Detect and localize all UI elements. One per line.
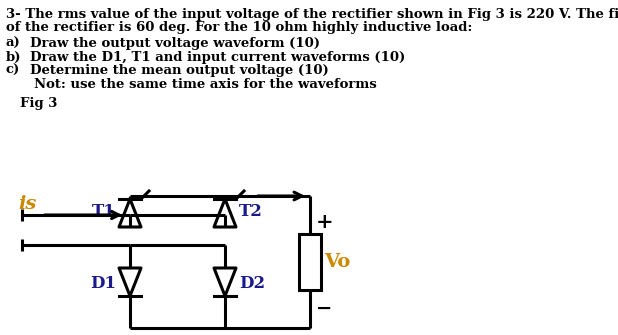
Text: T2: T2 [239, 202, 263, 219]
Text: D1: D1 [90, 275, 116, 292]
Text: Determine the mean output voltage (10): Determine the mean output voltage (10) [30, 64, 329, 77]
Text: 3- The rms value of the input voltage of the rectifier shown in Fig 3 is 220 V. : 3- The rms value of the input voltage of… [6, 8, 618, 21]
Text: Fig 3: Fig 3 [20, 97, 57, 110]
Text: Draw the D1, T1 and input current waveforms (10): Draw the D1, T1 and input current wavefo… [30, 51, 405, 64]
Bar [299, 234, 321, 290]
Text: is: is [18, 195, 36, 213]
Text: D2: D2 [239, 275, 265, 292]
Text: T1: T1 [92, 202, 116, 219]
Text: −: − [316, 300, 332, 318]
Text: of the rectifier is 60 deg. For the 10 ohm highly inductive load:: of the rectifier is 60 deg. For the 10 o… [6, 21, 472, 35]
Text: Not: use the same time axis for the waveforms: Not: use the same time axis for the wave… [34, 77, 377, 90]
Text: Draw the output voltage waveform (10): Draw the output voltage waveform (10) [30, 37, 320, 50]
Text: b): b) [6, 51, 22, 64]
Text: Vo: Vo [324, 253, 350, 271]
Text: c): c) [6, 64, 20, 77]
Text: +: + [316, 212, 334, 232]
Text: a): a) [6, 37, 21, 50]
